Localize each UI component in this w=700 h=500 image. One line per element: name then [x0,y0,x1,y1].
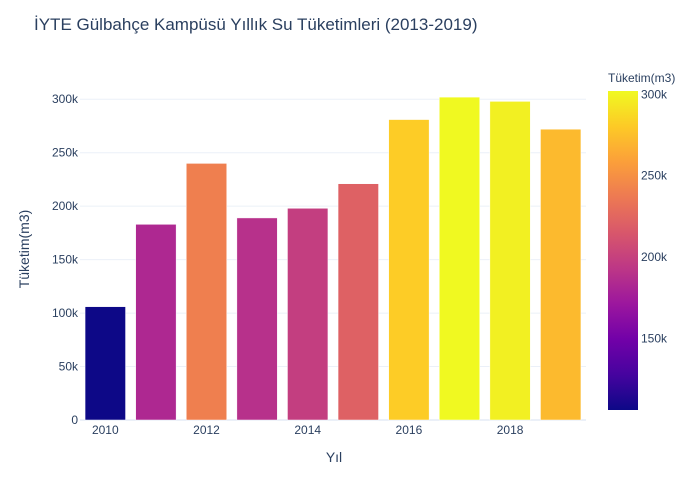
y-axis-title: Tüketim(m3) [16,210,32,289]
chart-title: İYTE Gülbahçe Kampüsü Yıllık Su Tüketiml… [34,15,477,34]
bar-2015 [337,183,379,421]
x-tick-label: 2010 [92,423,119,437]
bar-2017 [439,96,480,421]
colorbar-tick-label: 150k [641,331,668,345]
x-tick-label: 2012 [193,423,220,437]
colorbar-tick-label: 250k [641,169,668,183]
y-tick-label: 250k [52,146,79,160]
x-tick-label: 2014 [294,423,321,437]
y-tick-label: 150k [52,253,79,267]
y-tick-label: 50k [59,360,79,374]
colorbar-tick-label: 200k [641,250,668,264]
colorbar [608,91,638,410]
colorbar-ticks: 150k 200k 250k 300k [641,87,668,345]
bar-2012 [186,163,227,421]
colorbar-title: Tüketim(m3) [608,71,675,85]
x-axis-title: Yıl [326,449,342,465]
bar-2018 [489,101,531,421]
x-axis-ticks: 2010 2012 2014 2016 2018 [92,423,524,437]
x-tick-label: 2016 [396,423,423,437]
bars [84,96,582,421]
x-tick-label: 2018 [497,423,524,437]
y-axis-ticks: 0 50k 100k 150k 200k 250k 300k [52,92,79,427]
y-tick-label: 200k [52,199,79,213]
y-tick-label: 0 [71,413,78,427]
y-tick-label: 100k [52,306,79,320]
bar-2013 [236,217,278,421]
bar-2019 [540,128,582,421]
y-tick-label: 300k [52,92,79,106]
bar-2010 [84,306,126,421]
bar-2016 [388,119,430,421]
bar-2011 [135,224,177,421]
colorbar-tick-label: 300k [641,87,668,101]
bar-2014 [287,208,329,421]
